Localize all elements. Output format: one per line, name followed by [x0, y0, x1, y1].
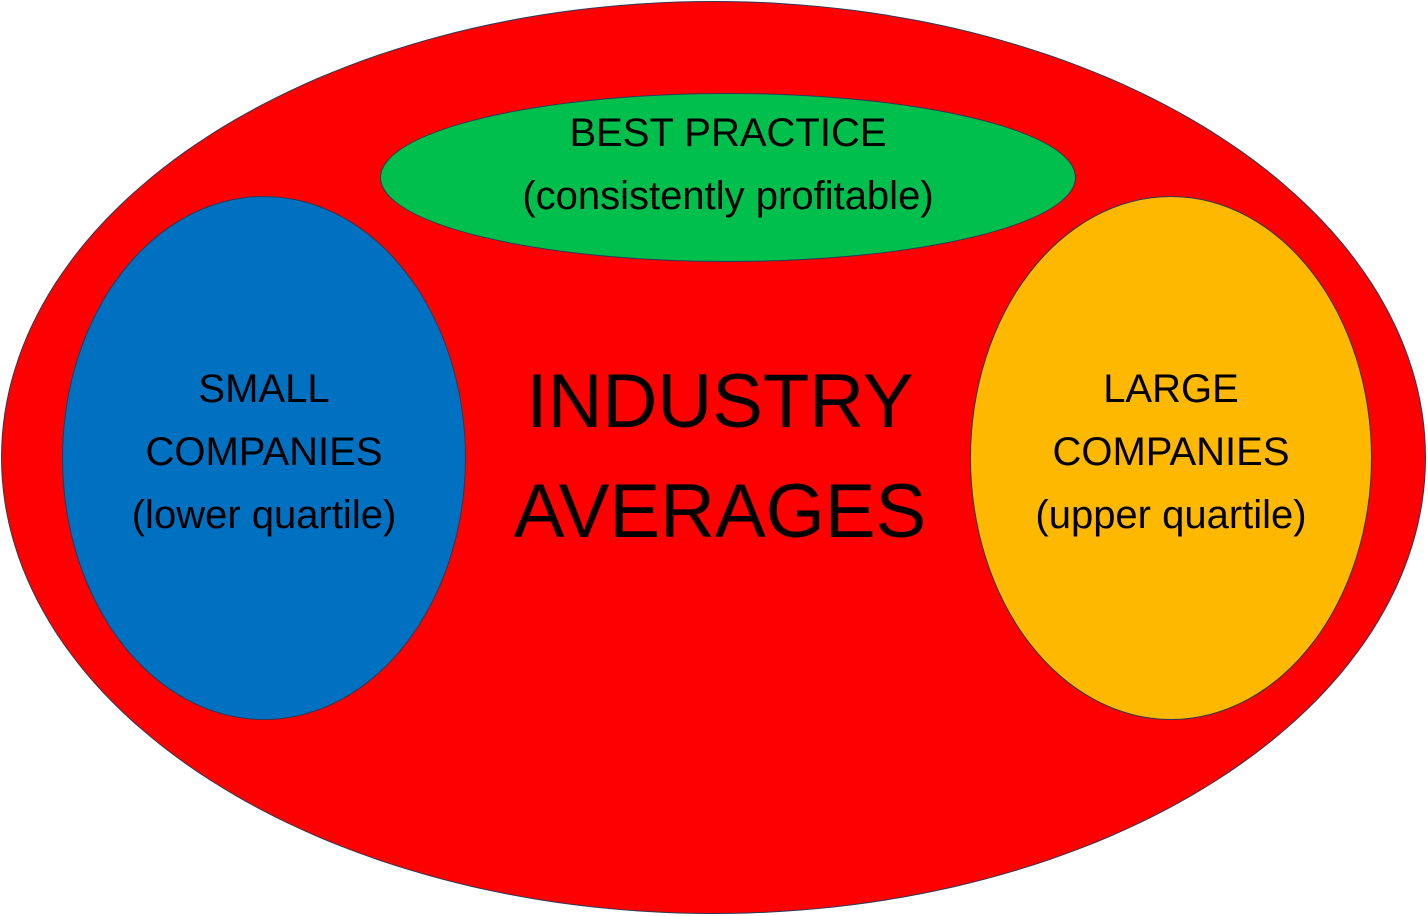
small-companies-ellipse: [62, 196, 466, 720]
large-companies-line-3: (upper quartile): [1035, 493, 1307, 537]
industry-averages-label: INDUSTRY AVERAGES: [470, 364, 970, 584]
small-companies-line-3: (lower quartile): [131, 493, 397, 537]
best-practice-label: BEST PRACTICE (consistently profitable): [380, 113, 1076, 239]
small-companies-line-2: COMPANIES: [145, 430, 383, 474]
small-companies-label: SMALL COMPANIES (lower quartile): [62, 369, 466, 558]
best-practice-subtitle: (consistently profitable): [522, 174, 934, 218]
industry-averages-line-1: INDUSTRY: [526, 359, 914, 444]
small-companies-line-1: SMALL: [198, 367, 330, 411]
industry-averages-line-2: AVERAGES: [513, 469, 927, 554]
best-practice-title: BEST PRACTICE: [569, 111, 887, 155]
best-practice-ellipse: [380, 93, 1076, 262]
large-companies-label: LARGE COMPANIES (upper quartile): [970, 369, 1372, 558]
large-companies-line-2: COMPANIES: [1052, 430, 1290, 474]
large-companies-line-1: LARGE: [1103, 367, 1239, 411]
large-companies-ellipse: [970, 196, 1372, 720]
